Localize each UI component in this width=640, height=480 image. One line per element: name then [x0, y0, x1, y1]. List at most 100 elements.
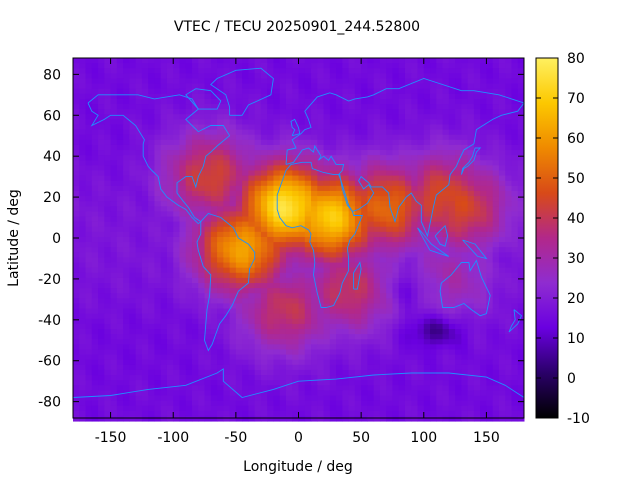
heatmap-cell — [185, 267, 193, 274]
heatmap-cell — [248, 134, 256, 141]
heatmap-cell — [285, 400, 293, 407]
heatmap-cell — [229, 216, 237, 223]
heatmap-cell — [392, 262, 400, 269]
heatmap-cell — [323, 257, 331, 264]
heatmap-cell — [354, 231, 362, 238]
heatmap-cell — [229, 334, 237, 340]
heatmap-cell — [198, 216, 206, 223]
heatmap-cell — [148, 395, 155, 402]
heatmap-cell — [367, 98, 375, 105]
heatmap-cell — [204, 267, 212, 274]
heatmap-cell — [323, 206, 331, 212]
heatmap-cell — [285, 267, 293, 274]
heatmap-cell — [329, 221, 337, 228]
heatmap-cell — [254, 155, 262, 161]
heatmap-cell — [336, 211, 343, 218]
heatmap-cell — [141, 211, 149, 218]
heatmap-cell — [348, 150, 356, 156]
heatmap-cell — [317, 93, 325, 100]
heatmap-cell — [492, 221, 500, 228]
heatmap-cell — [386, 257, 393, 264]
heatmap-cell — [492, 369, 500, 376]
heatmap-cell — [154, 303, 162, 310]
heatmap-cell — [91, 334, 99, 340]
heatmap-cell — [123, 83, 130, 90]
heatmap-cell — [430, 63, 437, 69]
heatmap-cell — [129, 216, 137, 223]
heatmap-cell — [461, 231, 469, 238]
heatmap-cell — [386, 349, 393, 356]
heatmap-cell — [260, 63, 268, 69]
heatmap-cell — [398, 221, 406, 228]
heatmap-cell — [260, 283, 268, 289]
heatmap-cell — [285, 318, 293, 325]
heatmap-cell — [486, 68, 494, 74]
heatmap-cell — [361, 58, 368, 64]
heatmap-cell — [223, 216, 231, 223]
heatmap-cell — [98, 349, 105, 356]
heatmap-cell — [455, 303, 462, 310]
heatmap-cell — [104, 98, 112, 105]
heatmap-cell — [267, 303, 274, 310]
heatmap-cell — [411, 216, 419, 223]
heatmap-cell — [392, 313, 400, 320]
heatmap-cell — [198, 185, 206, 192]
heatmap-cell — [160, 375, 168, 381]
heatmap-cell — [110, 390, 118, 396]
heatmap-cell — [242, 242, 249, 248]
heatmap-cell — [148, 78, 155, 85]
heatmap-cell — [517, 114, 525, 120]
heatmap-cell — [135, 160, 143, 166]
heatmap-cell — [336, 63, 343, 69]
heatmap-cell — [292, 226, 299, 233]
heatmap-cell — [135, 206, 143, 212]
heatmap-cell — [217, 354, 224, 361]
heatmap-cell — [85, 180, 93, 187]
heatmap-cell — [79, 380, 87, 386]
heatmap-cell — [116, 267, 124, 274]
heatmap-cell — [110, 119, 118, 125]
heatmap-cell — [455, 385, 462, 391]
heatmap-cell — [217, 170, 224, 177]
heatmap-cell — [461, 257, 469, 264]
heatmap-cell — [398, 73, 406, 79]
heatmap-cell — [423, 109, 431, 115]
heatmap-cell — [392, 63, 400, 69]
heatmap-cell — [517, 236, 525, 243]
heatmap-cell — [235, 344, 243, 350]
heatmap-cell — [436, 308, 444, 315]
heatmap-cell — [141, 272, 149, 279]
heatmap-cell — [348, 196, 356, 202]
heatmap-cell — [505, 196, 512, 202]
heatmap-cell — [185, 334, 193, 340]
heatmap-cell — [217, 129, 224, 136]
heatmap-cell — [179, 78, 187, 85]
heatmap-cell — [323, 134, 331, 141]
heatmap-cell — [229, 262, 237, 269]
heatmap-cell — [304, 58, 312, 64]
heatmap-cell — [373, 68, 381, 74]
heatmap-cell — [267, 206, 274, 212]
heatmap-cell — [210, 410, 218, 417]
heatmap-cell — [486, 170, 494, 177]
heatmap-cell — [123, 190, 130, 197]
heatmap-cell — [511, 98, 519, 105]
heatmap-cell — [285, 63, 293, 69]
heatmap-cell — [110, 216, 118, 223]
heatmap-cell — [160, 78, 168, 85]
heatmap-cell — [442, 272, 450, 279]
heatmap-cell — [260, 323, 268, 330]
heatmap-cell — [367, 339, 375, 345]
heatmap-cell — [436, 380, 444, 386]
heatmap-cell — [348, 93, 356, 100]
heatmap-cell — [442, 129, 450, 136]
heatmap-cell — [210, 114, 218, 120]
heatmap-cell — [91, 226, 99, 233]
vtec-heatmap — [73, 58, 525, 422]
heatmap-cell — [254, 78, 262, 85]
heatmap-cell — [411, 303, 419, 310]
heatmap-cell — [423, 165, 431, 171]
heatmap-cell — [173, 170, 180, 177]
heatmap-cell — [517, 323, 525, 330]
heatmap-cell — [336, 190, 343, 197]
